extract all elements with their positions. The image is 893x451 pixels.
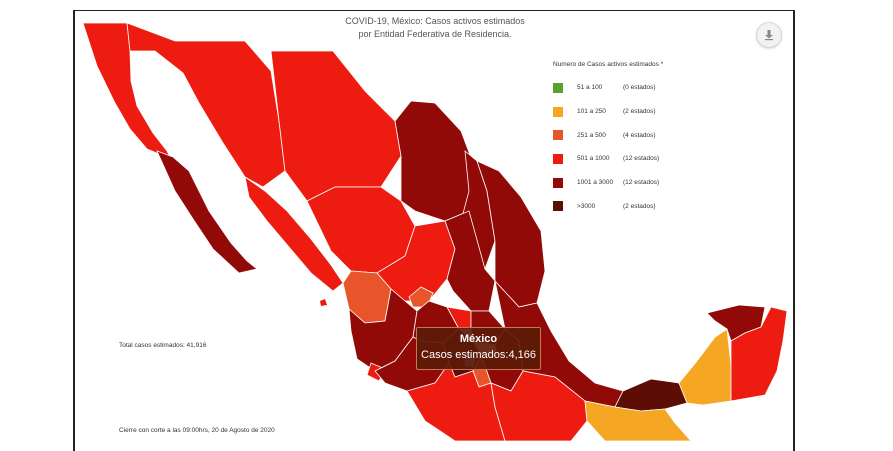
state-tabasco[interactable] bbox=[614, 378, 688, 412]
legend-swatch bbox=[553, 177, 563, 188]
legend-swatch bbox=[553, 106, 563, 117]
legend-count: (2 estados) bbox=[623, 202, 656, 210]
state-coahuila[interactable] bbox=[394, 100, 474, 222]
legend-swatch bbox=[553, 153, 563, 164]
legend-item[interactable]: 101 a 250 (2 estados) bbox=[553, 100, 713, 124]
legend-swatch bbox=[553, 82, 563, 93]
tooltip-body: Casos estimados:4,166 bbox=[417, 349, 540, 361]
legend-item[interactable]: >3000 (2 estados) bbox=[553, 194, 713, 218]
state-sonora[interactable] bbox=[126, 22, 286, 188]
total-cases-label: Total casos estimados: 41,916 bbox=[119, 342, 207, 349]
legend-item[interactable]: 1001 a 3000 (12 estados) bbox=[553, 171, 713, 195]
legend-item[interactable]: 501 a 1000 (12 estados) bbox=[553, 147, 713, 171]
legend-count: (4 estados) bbox=[623, 131, 656, 139]
legend-item[interactable]: 251 a 500 (4 estados) bbox=[553, 123, 713, 147]
legend-range: 1001 a 3000 bbox=[577, 179, 614, 187]
state-baja-california-sur[interactable] bbox=[156, 150, 258, 274]
state-tooltip: México Casos estimados:4,166 bbox=[416, 327, 541, 370]
legend-swatch bbox=[553, 201, 563, 212]
state-aguascalientes[interactable] bbox=[408, 286, 434, 308]
mexico-map bbox=[82, 22, 788, 442]
tooltip-label: Casos estimados: bbox=[421, 349, 509, 361]
chart-title: COVID-19, México: Casos activos estimado… bbox=[323, 15, 547, 41]
legend-item[interactable]: 51 a 100 (0 estados) bbox=[553, 76, 713, 100]
legend-count: (2 estados) bbox=[623, 108, 656, 116]
legend-count: (0 estados) bbox=[623, 84, 656, 92]
legend-range: 51 a 100 bbox=[577, 84, 603, 92]
title-line-1: COVID-19, México: Casos activos estimado… bbox=[345, 16, 525, 26]
state-quintana-roo[interactable] bbox=[730, 306, 788, 402]
title-line-2: por Entidad Federativa de Residencia. bbox=[358, 29, 512, 39]
legend-range: >3000 bbox=[577, 202, 596, 210]
state-chihuahua[interactable] bbox=[270, 50, 402, 202]
legend-range: 251 a 500 bbox=[577, 131, 606, 139]
legend: Numero de Casos activos estimados * 51 a… bbox=[553, 61, 713, 218]
download-icon bbox=[765, 30, 773, 41]
state-sinaloa[interactable] bbox=[244, 176, 344, 292]
legend-range: 501 a 1000 bbox=[577, 155, 610, 163]
state-campeche[interactable] bbox=[678, 328, 732, 406]
legend-swatch bbox=[553, 130, 563, 141]
legend-count: (12 estados) bbox=[623, 179, 660, 187]
legend-title: Numero de Casos activos estimados * bbox=[553, 61, 664, 68]
map-chart-frame: COVID-19, México: Casos activos estimado… bbox=[73, 10, 795, 451]
cutoff-note: Cierre con corte a las 09:00hrs, 20 de A… bbox=[119, 427, 275, 434]
tooltip-state-name: México bbox=[459, 333, 498, 345]
legend-count: (12 estados) bbox=[623, 155, 660, 163]
download-button[interactable] bbox=[756, 22, 782, 48]
island-icon bbox=[320, 299, 327, 306]
legend-range: 101 a 250 bbox=[577, 108, 606, 116]
tooltip-value: 4,166 bbox=[508, 349, 536, 361]
